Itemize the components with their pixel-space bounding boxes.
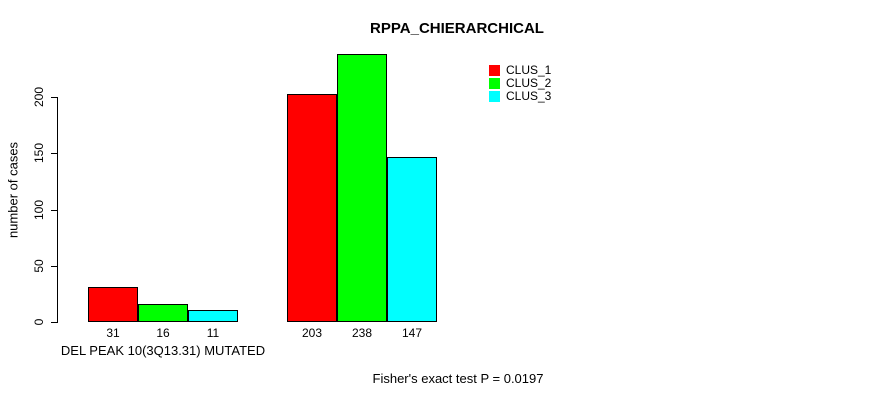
y-tick-label: 100 xyxy=(32,199,46,220)
bar-value-label: 203 xyxy=(301,326,323,340)
bar-value-label: 31 xyxy=(106,326,120,340)
legend-swatch xyxy=(489,65,500,76)
legend: CLUS_1 CLUS_2 CLUS_3 xyxy=(489,64,551,103)
y-tick xyxy=(51,153,57,155)
y-tick xyxy=(51,97,57,98)
chart-title: RPPA_CHIERARCHICAL xyxy=(370,20,544,37)
y-axis-label: number of cases xyxy=(5,141,21,239)
legend-item-clus_2: CLUS_2 xyxy=(489,77,551,90)
y-tick-label: 200 xyxy=(32,86,46,108)
legend-label: CLUS_2 xyxy=(506,76,552,90)
y-axis-line xyxy=(57,97,58,323)
y-tick xyxy=(51,209,57,211)
bar-clus_2-group2 xyxy=(337,54,387,322)
legend-label: CLUS_3 xyxy=(506,89,552,103)
legend-item-clus_1: CLUS_1 xyxy=(489,64,551,77)
bar-value-label: 11 xyxy=(206,326,220,340)
legend-item-clus_3: CLUS_3 xyxy=(489,90,551,103)
legend-swatch xyxy=(489,91,500,102)
y-tick-label: 150 xyxy=(32,143,46,164)
bar-value-label: 147 xyxy=(401,326,423,340)
x-group-label: DEL PEAK 10(3Q13.31) MUTATED xyxy=(60,343,266,358)
annotation-text: Fisher's exact test P = 0.0197 xyxy=(372,371,544,386)
bar-value-label: 238 xyxy=(351,326,373,340)
legend-label: CLUS_1 xyxy=(506,63,552,77)
y-tick-label: 0 xyxy=(32,318,46,326)
bar-clus_3-group2 xyxy=(387,157,437,322)
bar-clus_3-group1 xyxy=(188,310,238,322)
bar-clus_1-group1 xyxy=(88,287,138,322)
bar-value-label: 16 xyxy=(156,326,170,340)
y-tick xyxy=(51,322,57,323)
y-tick-label: 50 xyxy=(32,259,46,273)
y-tick xyxy=(51,265,57,267)
bar-clus_1-group2 xyxy=(287,94,337,322)
bar-clus_2-group1 xyxy=(138,304,188,322)
legend-swatch xyxy=(489,78,500,89)
